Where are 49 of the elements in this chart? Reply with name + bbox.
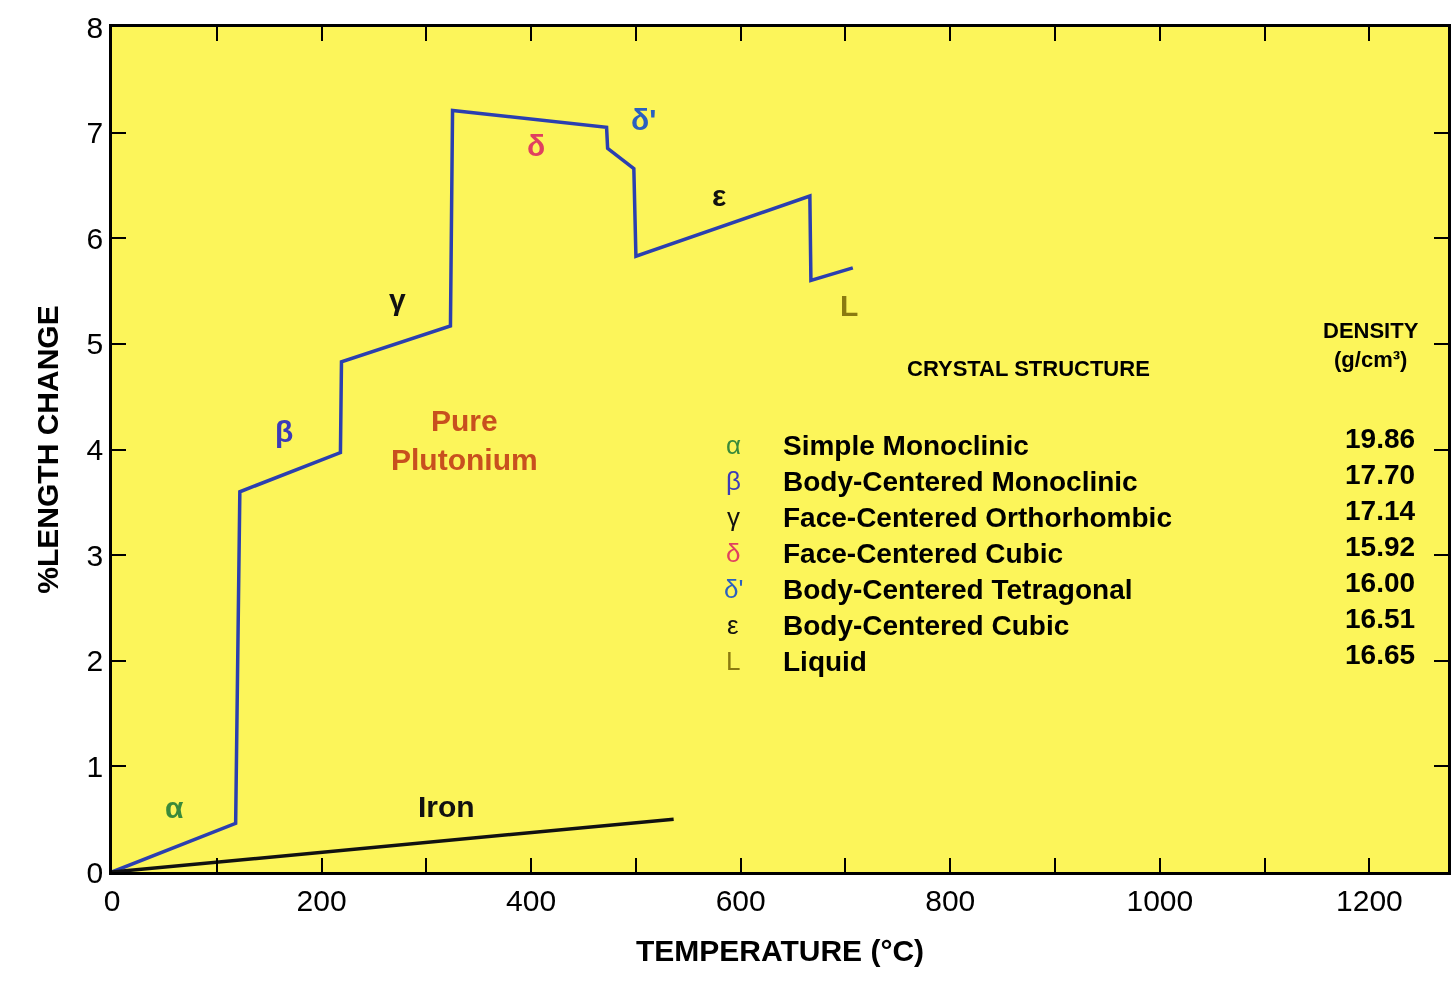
y-tick-label: 0 xyxy=(86,855,104,889)
x-tick-label: 800 xyxy=(925,883,976,917)
annotation: Pure Plutonium xyxy=(391,404,538,476)
annotation: δ xyxy=(726,538,741,568)
x-tick-label: 200 xyxy=(296,883,347,917)
annotation: 16.00 xyxy=(1345,567,1416,598)
annotation: 15.92 xyxy=(1345,531,1416,562)
annotation: δ' xyxy=(631,103,657,136)
annotation: ε xyxy=(727,610,739,640)
y-tick-label: 7 xyxy=(86,116,104,150)
annotation: α xyxy=(726,430,742,460)
annotation: Body-Centered Tetragonal xyxy=(783,574,1133,605)
annotation: β xyxy=(275,415,294,448)
annotation: Face-Centered Orthorhombic xyxy=(783,502,1172,533)
y-tick-label: 2 xyxy=(86,644,104,678)
annotation: 16.65 xyxy=(1345,639,1416,670)
y-axis-title: %LENGTH CHANGE xyxy=(30,305,64,594)
annotation: L xyxy=(840,289,859,322)
y-tick-label: 8 xyxy=(86,10,104,44)
annotation: Body-Centered Cubic xyxy=(783,610,1070,641)
y-tick-label: 5 xyxy=(86,327,104,361)
annotation: Face-Centered Cubic xyxy=(783,538,1064,569)
annotation: γ xyxy=(727,502,740,532)
annotation: Body-Centered Monoclinic xyxy=(783,466,1138,497)
annotation: Liquid xyxy=(783,646,867,677)
annotation: 17.70 xyxy=(1345,459,1416,490)
annotation: DENSITY (g/cm³) xyxy=(1323,318,1419,372)
annotation: 19.86 xyxy=(1345,423,1416,454)
y-tick-label: 1 xyxy=(86,749,104,783)
y-tick-label: 4 xyxy=(86,433,104,466)
x-tick-label: 1000 xyxy=(1126,883,1194,917)
annotation: 16.51 xyxy=(1345,603,1416,634)
x-tick-label: 400 xyxy=(506,883,557,917)
y-tick-label: 3 xyxy=(86,538,104,572)
x-tick-label: 600 xyxy=(715,883,766,917)
annotation: α xyxy=(165,791,184,824)
y-tick-label: 6 xyxy=(86,221,104,255)
x-tick-label: 1200 xyxy=(1336,883,1403,917)
x-axis-title: TEMPERATURE (°C) xyxy=(635,934,925,968)
annotation: δ' xyxy=(724,574,744,604)
annotation: δ xyxy=(527,129,546,162)
annotation: L xyxy=(726,646,741,676)
annotation: Simple Monoclinic xyxy=(783,430,1029,461)
annotation: β xyxy=(726,466,741,496)
annotation: CRYSTAL STRUCTURE xyxy=(907,356,1150,381)
annotation: Iron xyxy=(418,790,475,823)
annotation: ε xyxy=(712,179,727,212)
annotation: 17.14 xyxy=(1345,495,1416,526)
annotation: γ xyxy=(389,283,406,316)
